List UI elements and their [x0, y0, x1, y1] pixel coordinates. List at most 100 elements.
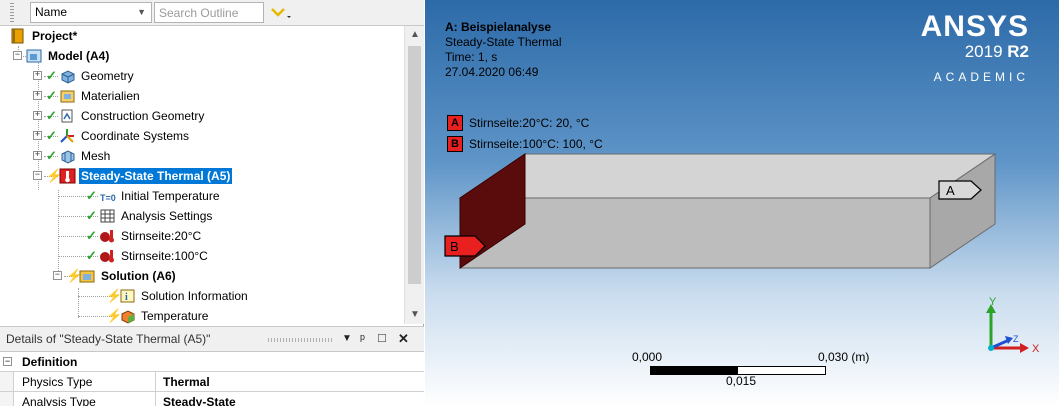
tree-item-analysis-settings[interactable]: ✓ Analysis Settings [86, 206, 214, 226]
temperature-result-icon [119, 308, 136, 324]
materials-icon [59, 88, 76, 104]
details-row-value: Steady-State [163, 395, 236, 406]
maximize-icon[interactable]: □ [378, 330, 386, 345]
construction-geometry-icon [59, 108, 76, 124]
expand-materials-toggle[interactable]: + [33, 90, 42, 100]
tree-label: Geometry [81, 69, 134, 83]
legend-text: Stirnseite:100°C: 100, °C [469, 136, 603, 151]
pin-icon[interactable]: ᵖ [360, 331, 365, 346]
tree-label: Stirnseite:20°C [121, 229, 202, 243]
collapse-section-icon[interactable]: − [3, 356, 12, 366]
expand-coordinates-toggle[interactable]: + [33, 130, 42, 140]
brand-version: 2019 R2 [964, 42, 1029, 61]
details-title: Details of "Steady-State Thermal (A5)" [6, 332, 211, 346]
details-row[interactable]: Physics Type Thermal [0, 372, 424, 392]
tree-item-geometry[interactable]: ✓ Geometry [46, 66, 136, 86]
tree-label: Temperature [141, 309, 209, 323]
tree-item-materials[interactable]: ✓ Materialien [46, 86, 142, 106]
collapse-model-toggle[interactable]: − [13, 50, 22, 60]
check-icon: ✓ [46, 128, 57, 143]
lightning-bolt-icon: ⚡ [46, 168, 63, 183]
tree-item-project[interactable]: Project* [10, 26, 79, 46]
callout-a [938, 180, 982, 200]
callout-b [444, 235, 486, 257]
tree-item-solution-information[interactable]: ⚡ i Solution Information [106, 286, 250, 306]
check-icon: ✓ [46, 88, 57, 103]
callout-a-label: A [946, 183, 955, 198]
svg-text:T=0: T=0 [100, 193, 116, 203]
tree-item-initial-temperature[interactable]: ✓ T=0 Initial Temperature [86, 186, 222, 206]
check-icon: ✓ [46, 68, 57, 83]
collapse-analysis-toggle[interactable]: − [33, 170, 42, 180]
details-section-definition[interactable]: − Definition [0, 352, 424, 372]
legend-item-b[interactable]: B Stirnseite:100°C: 100, °C [447, 135, 603, 152]
ansys-logo: ANSYS 2019 R2 ACADEMIC [920, 10, 1029, 85]
check-icon: ✓ [86, 248, 97, 263]
project-book-icon [10, 28, 27, 44]
coordinate-triad[interactable]: Y X Z [985, 296, 1045, 356]
tree-label: Analysis Settings [121, 209, 213, 223]
scroll-down-icon[interactable]: ▼ [410, 309, 420, 320]
details-row-label: Physics Type [0, 372, 156, 392]
expand-construction-toggle[interactable]: + [33, 110, 42, 120]
toolbar-grip[interactable] [10, 3, 14, 23]
details-row[interactable]: Analysis Type Steady-State [0, 392, 424, 406]
close-icon[interactable]: ✕ [398, 331, 409, 346]
tree-item-coordinate-systems[interactable]: ✓ Coordinate Systems [46, 126, 191, 146]
collapse-solution-toggle[interactable]: − [53, 270, 62, 280]
model-icon [26, 48, 43, 64]
tree-item-mesh[interactable]: ✓ Mesh [46, 146, 112, 166]
tree-item-construction-geometry[interactable]: ✓ Construction Geometry [46, 106, 206, 126]
outline-vertical-scrollbar[interactable]: ▲ ▼ [404, 26, 424, 324]
details-grip[interactable] [268, 338, 332, 342]
lightning-bolt-icon: ⚡ [66, 268, 83, 283]
tree-label: Steady-State Thermal (A5) [79, 168, 233, 184]
tree-item-steady-state-thermal[interactable]: ⚡ Steady-State Thermal (A5) [46, 166, 233, 186]
tree-item-model[interactable]: Model (A4) [26, 46, 111, 66]
solution-icon [79, 268, 96, 284]
analysis-timestamp: 27.04.2020 06:49 [445, 65, 539, 79]
legend-item-a[interactable]: A Stirnseite:20°C: 20, °C [447, 114, 589, 131]
name-filter-dropdown[interactable]: Name ▼ [30, 2, 152, 23]
graphics-viewport[interactable]: A B A: Beispielanalyse Steady-State Ther… [425, 0, 1059, 406]
check-icon: ✓ [86, 228, 97, 243]
initial-temperature-icon: T=0 [99, 188, 116, 204]
mesh-icon [59, 148, 76, 164]
svg-text:i: i [125, 292, 128, 303]
legend-text: Stirnseite:20°C: 20, °C [469, 115, 590, 130]
tree-item-bc-20c[interactable]: ✓ Stirnseite:20°C [86, 226, 203, 246]
scale-label-min: 0,000 [632, 350, 663, 364]
analysis-settings-icon [99, 208, 116, 224]
tree-label: Mesh [81, 149, 111, 163]
geometry-icon [59, 68, 76, 84]
details-header: Details of "Steady-State Thermal (A5)" ▼… [0, 326, 424, 352]
brand-edition: ACADEMIC [933, 70, 1029, 84]
triad-axes-icon: Y X Z [986, 296, 1040, 355]
search-outline-input[interactable] [154, 2, 264, 23]
tree-label: Project* [32, 29, 78, 43]
svg-text:Y: Y [989, 296, 997, 308]
filter-chevron-icon [271, 8, 291, 18]
check-icon: ✓ [46, 108, 57, 123]
legend-tag: B [447, 135, 463, 152]
details-row-label: Analysis Type [0, 392, 156, 406]
tree-item-bc-100c[interactable]: ✓ Stirnseite:100°C [86, 246, 210, 266]
dropdown-arrow-icon[interactable]: ▼ [342, 333, 352, 344]
tree-label: Solution (A6) [101, 269, 176, 283]
expand-mesh-toggle[interactable]: + [33, 150, 42, 160]
analysis-info: A: Beispielanalyse Steady-State Thermal … [445, 20, 562, 80]
lightning-bolt-icon: ⚡ [106, 288, 123, 303]
brand-name: ANSYS [920, 10, 1029, 43]
expand-geometry-toggle[interactable]: + [33, 70, 42, 80]
tree-item-solution[interactable]: ⚡ Solution (A6) [66, 266, 178, 286]
beam-model[interactable]: A B [425, 0, 1059, 406]
name-filter-value: Name [35, 5, 68, 19]
scroll-up-icon[interactable]: ▲ [410, 29, 420, 40]
scale-bar: 0,000 0,030 (m) 0,015 [632, 350, 869, 390]
temperature-load-icon [99, 228, 116, 244]
outline-tree: − + + + + + − − Project* Model (A4) ✓ Ge… [0, 26, 404, 324]
tree-item-temperature[interactable]: ⚡ Temperature [106, 306, 210, 324]
thermal-analysis-icon [59, 168, 76, 184]
scroll-thumb[interactable] [408, 46, 421, 284]
filter-toggle-button[interactable] [268, 2, 294, 23]
